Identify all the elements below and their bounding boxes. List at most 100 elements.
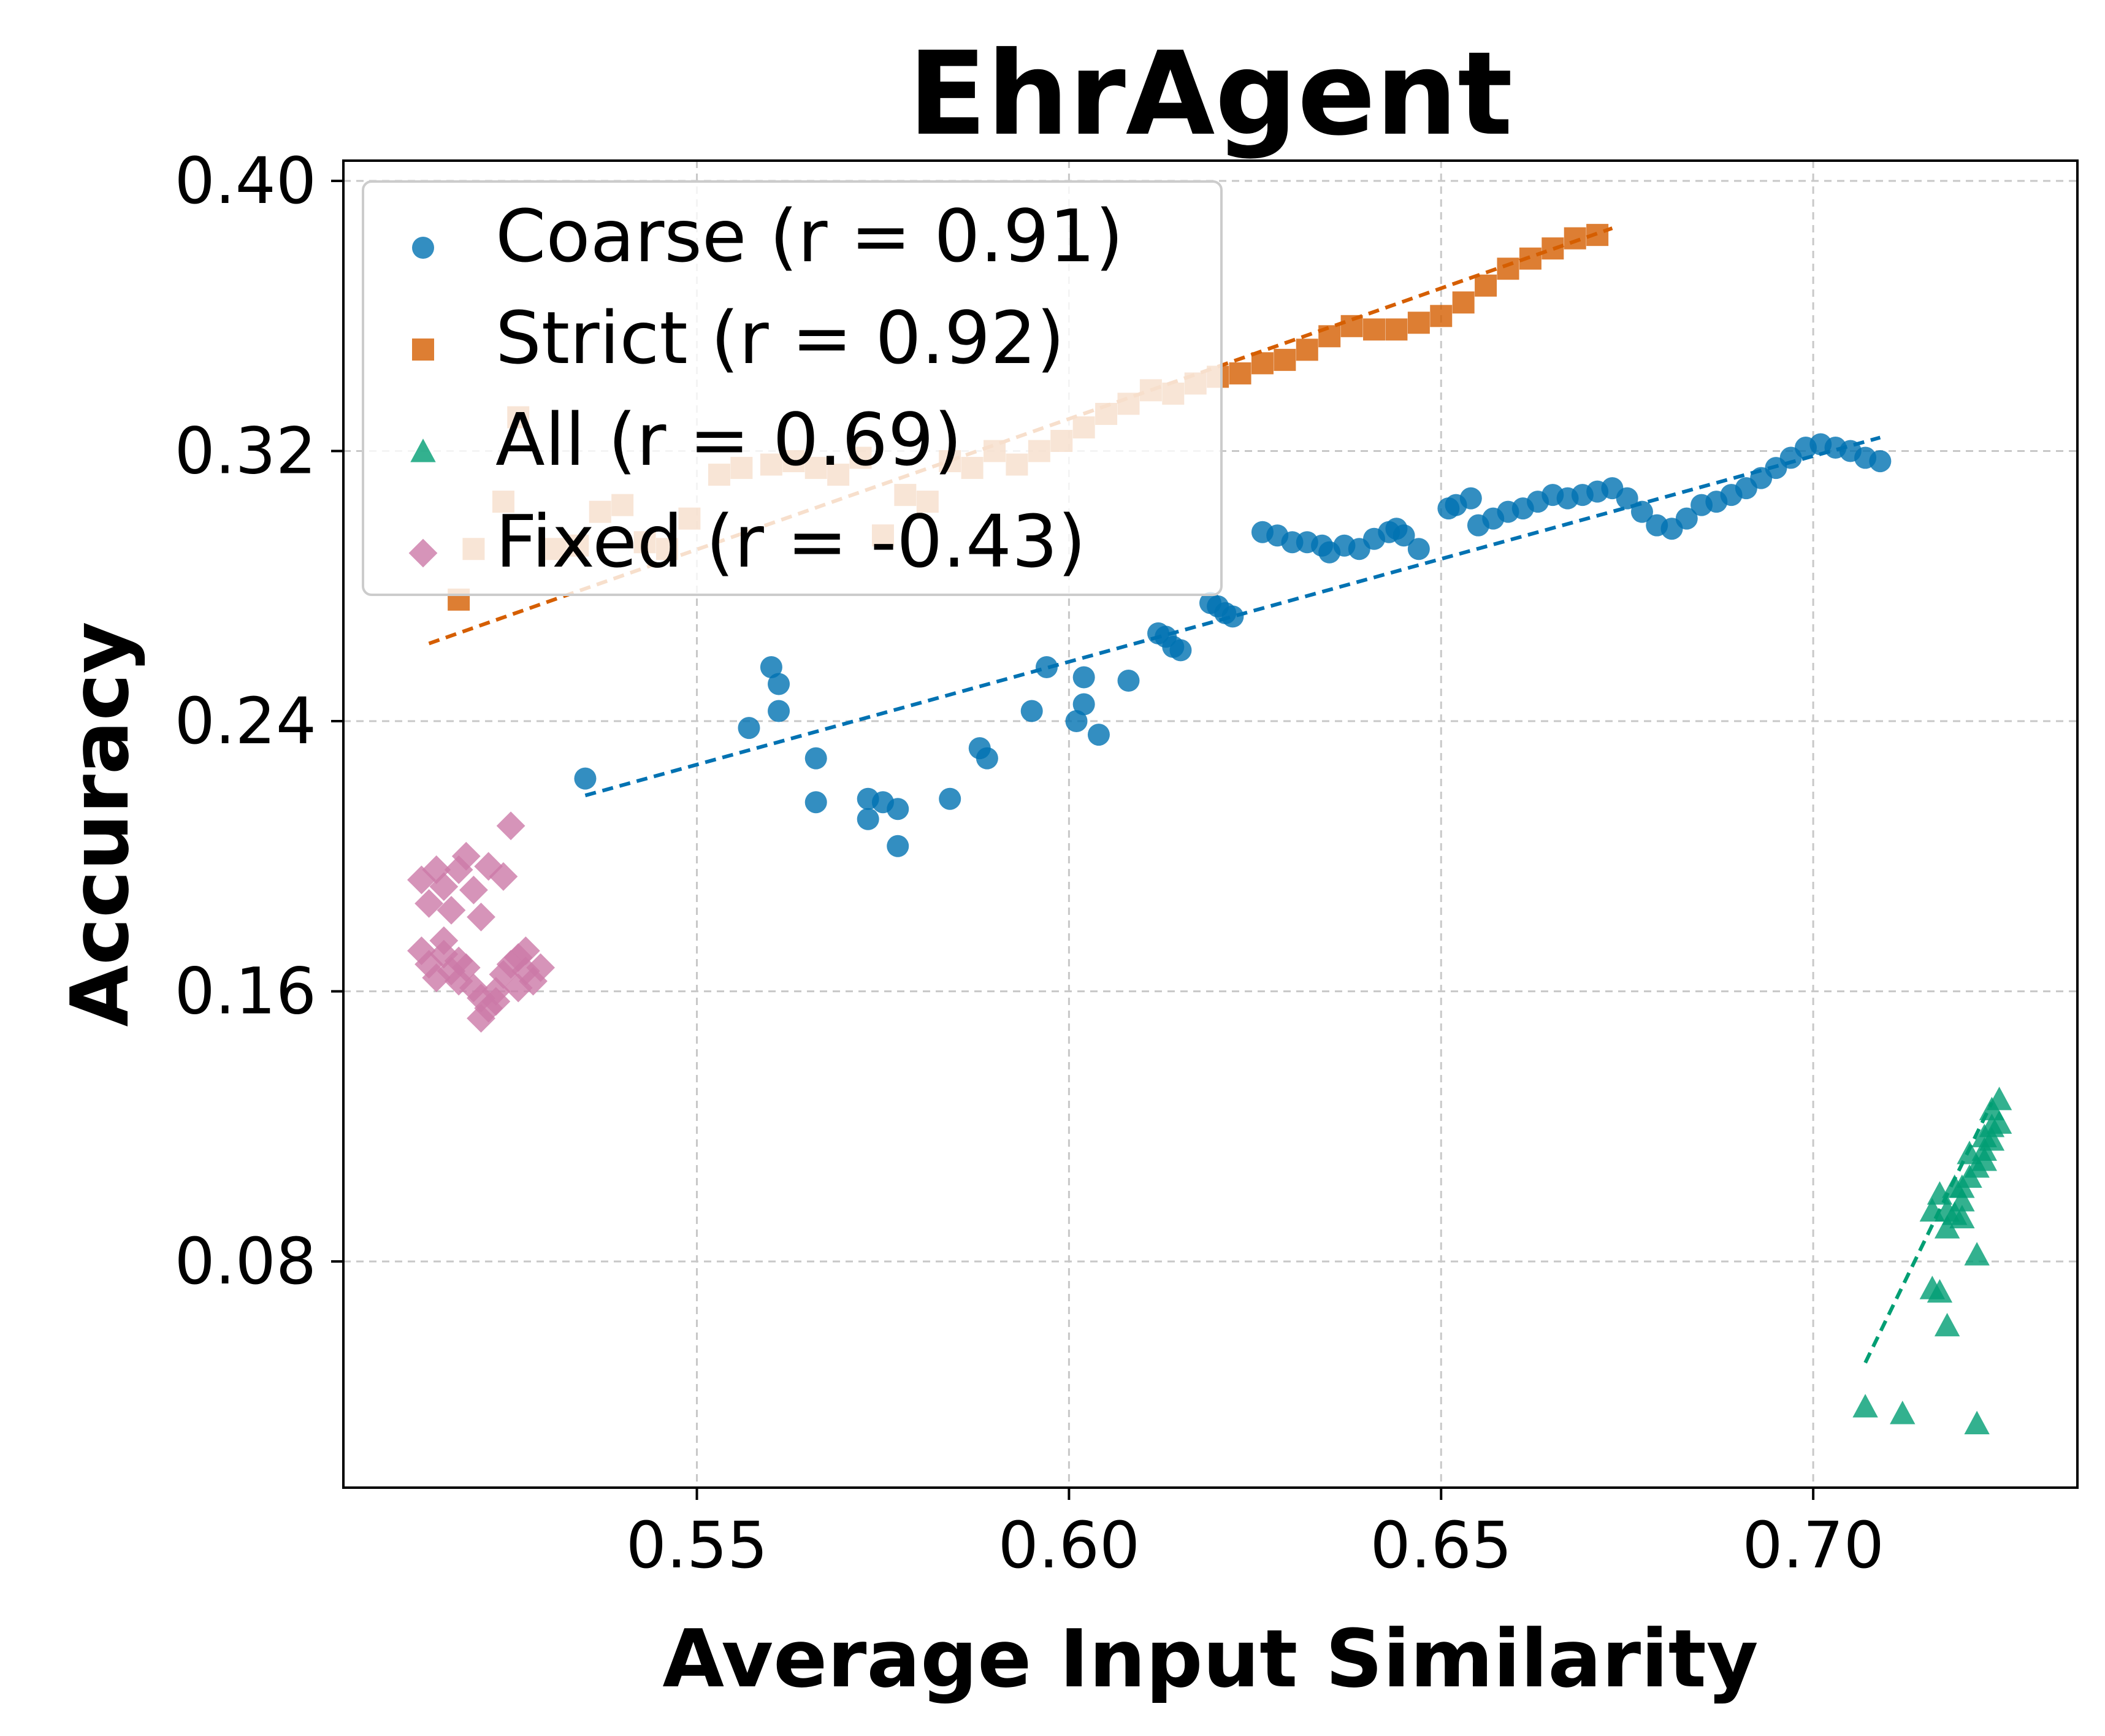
ticks-layer: 0.55 0.60 0.65 0.70 0.08 0.16 0.24 0.32 0.40 — [174, 143, 1884, 1583]
data-point-circle — [804, 747, 827, 770]
data-point-circle — [1020, 700, 1043, 722]
data-point-square — [1452, 291, 1475, 314]
legend-marker-circle — [412, 237, 434, 259]
data-point-square — [1296, 338, 1318, 361]
data-point-circle — [1407, 538, 1430, 560]
data-point-diamond — [481, 987, 511, 1016]
data-point-circle — [1117, 669, 1140, 692]
data-point-square — [1385, 318, 1408, 341]
data-point-diamond — [526, 953, 556, 982]
y-axis-label: Accuracy — [53, 622, 147, 1027]
data-point-diamond — [429, 872, 459, 901]
data-point-square — [1475, 274, 1497, 297]
y-tick-label: 0.40 — [174, 143, 316, 218]
legend-marker-diamond — [408, 538, 438, 568]
data-point-triangle — [1927, 1181, 1953, 1205]
data-point-square — [1430, 305, 1453, 327]
data-point-diamond — [503, 973, 533, 1003]
data-point-triangle — [1964, 1410, 1990, 1434]
data-point-diamond — [429, 926, 459, 955]
data-point-diamond — [519, 966, 548, 996]
data-point-triangle — [1934, 1312, 1960, 1337]
legend-label: Coarse (r = 0.91) — [495, 194, 1123, 278]
data-point-square — [1274, 348, 1296, 371]
x-tick-label: 0.60 — [998, 1508, 1140, 1583]
data-point-square — [1542, 237, 1564, 260]
data-point-circle — [1087, 724, 1110, 746]
data-point-square — [1407, 312, 1430, 334]
data-point-triangle — [1852, 1394, 1878, 1418]
data-point-circle — [1393, 524, 1415, 547]
data-point-diamond — [444, 966, 473, 996]
data-point-diamond — [459, 875, 488, 904]
data-point-circle — [768, 700, 790, 722]
data-point-circle — [1675, 507, 1698, 530]
data-point-diamond — [511, 936, 540, 965]
data-point-square — [1519, 247, 1542, 270]
data-point-diamond — [511, 957, 540, 985]
data-point-triangle — [1964, 1242, 1990, 1266]
data-point-circle — [738, 717, 760, 740]
data-point-circle — [804, 791, 827, 814]
data-point-diamond — [415, 889, 443, 918]
legend-label: Fixed (r = -0.43) — [495, 499, 1086, 584]
data-point-circle — [887, 798, 909, 820]
data-point-triangle — [1979, 1127, 2005, 1151]
data-point-diamond — [437, 896, 466, 925]
data-point-diamond — [444, 946, 473, 976]
data-point-circle — [1035, 656, 1058, 678]
data-point-circle — [1616, 487, 1638, 510]
data-point-circle — [857, 808, 879, 830]
y-tick-label: 0.24 — [174, 684, 316, 759]
data-point-square — [1564, 227, 1586, 250]
data-point-square — [1251, 352, 1274, 375]
legend-box — [362, 180, 1223, 596]
legend-marker-triangle — [410, 438, 436, 462]
data-point-square — [1497, 258, 1519, 280]
data-point-triangle — [1949, 1204, 1975, 1229]
data-point-triangle — [1957, 1164, 1982, 1188]
data-point-circle — [1221, 605, 1244, 628]
data-point-square — [1363, 318, 1386, 341]
data-point-triangle — [1890, 1401, 1916, 1424]
x-axis-label: Average Input Similarity — [662, 1612, 1758, 1705]
legend: Coarse (r = 0.91) Strict (r = 0.92) All (r… — [362, 180, 1223, 596]
data-point-square — [1340, 315, 1363, 337]
plot-frame — [342, 159, 2079, 1489]
data-point-square — [1229, 362, 1251, 384]
data-point-circle — [887, 835, 909, 857]
data-point-triangle — [1934, 1215, 1960, 1239]
data-point-circle — [574, 767, 597, 790]
data-point-triangle — [1949, 1188, 1975, 1212]
data-point-triangle — [1986, 1087, 2012, 1111]
data-point-circle — [939, 787, 961, 810]
legend-marker-square — [412, 338, 434, 361]
y-tick-label: 0.08 — [174, 1224, 316, 1299]
legend-label: All (r = 0.69) — [495, 397, 962, 482]
data-point-circle — [1459, 487, 1482, 510]
data-point-square — [1318, 325, 1341, 348]
x-tick-label: 0.65 — [1370, 1508, 1512, 1583]
data-point-square — [1586, 224, 1609, 247]
x-tick-label: 0.70 — [1742, 1508, 1884, 1583]
data-point-diamond — [422, 963, 451, 992]
data-point-circle — [976, 747, 998, 770]
data-point-diamond — [496, 811, 525, 841]
data-point-circle — [1169, 639, 1192, 662]
data-point-diamond — [474, 852, 503, 881]
y-tick-label: 0.32 — [174, 414, 316, 489]
data-point-circle — [768, 673, 790, 695]
y-tick-label: 0.16 — [174, 954, 316, 1029]
data-point-circle — [1072, 666, 1095, 689]
data-point-circle — [1869, 450, 1892, 473]
data-point-diamond — [444, 855, 473, 884]
data-point-diamond — [489, 960, 518, 989]
data-point-circle — [1072, 693, 1095, 716]
data-point-circle — [1630, 500, 1653, 523]
chart-title: EhrAgent — [908, 27, 1513, 161]
legend-label: Strict (r = 0.92) — [495, 296, 1064, 380]
data-point-circle — [760, 656, 782, 678]
data-point-diamond — [489, 862, 518, 891]
data-point-diamond — [467, 903, 495, 931]
